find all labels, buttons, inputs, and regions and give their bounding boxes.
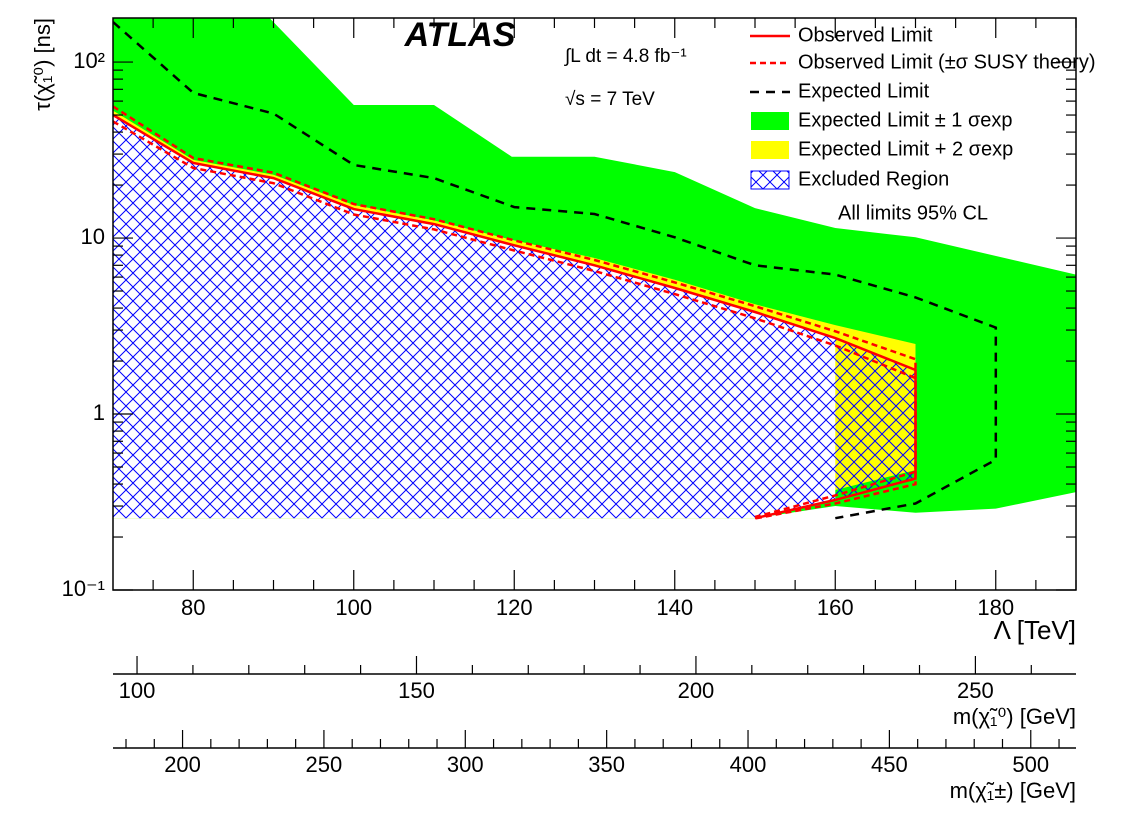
limit-line [113, 21, 998, 520]
legend-label: Expected Limit + 2 σexp [798, 138, 1013, 160]
legend-label: Observed Limit (±σ SUSY theory) [798, 51, 1096, 73]
luminosity-label: ∫L dt = 4.8 fb⁻¹ [564, 46, 687, 67]
secondary-tick-label: 300 [447, 752, 484, 777]
secondary-tick-label: 350 [588, 752, 625, 777]
energy-label: √s = 7 TeV [565, 89, 655, 110]
x-tick-label: 140 [656, 595, 693, 620]
y-tick-label: 1 [93, 400, 105, 425]
legend-swatch [750, 170, 790, 190]
secondary-tick-label: 400 [730, 752, 767, 777]
secondary-tick-label: 150 [398, 678, 435, 703]
secondary-axis-title: m(χ̃₁⁰) [GeV] [953, 704, 1076, 729]
y-tick-label: 10 [81, 224, 105, 249]
secondary-tick-label: 200 [164, 752, 201, 777]
excluded-region [113, 115, 916, 519]
secondary-tick-label: 200 [678, 678, 715, 703]
plot-area [113, 18, 1076, 520]
legend-label: Expected Limit [798, 80, 930, 102]
secondary-tick-label: 250 [306, 752, 343, 777]
legend-swatch [751, 141, 789, 159]
secondary-tick-label: 500 [1012, 752, 1049, 777]
x-tick-label: 100 [335, 595, 372, 620]
legend-label: Excluded Region [798, 168, 949, 190]
x-tick-label: 160 [817, 595, 854, 620]
secondary-axis-title: m(χ̃₁±) [GeV] [950, 778, 1076, 803]
secondary-tick-label: 250 [957, 678, 994, 703]
secondary-tick-label: 450 [871, 752, 908, 777]
y-tick-label: 10² [73, 48, 105, 73]
legend-swatch [751, 112, 789, 130]
experiment-label: ATLAS [404, 16, 516, 54]
y-tick-label: 10⁻¹ [62, 576, 105, 601]
legend-label: Observed Limit [798, 24, 933, 46]
limit-line [113, 113, 917, 520]
secondary-tick-label: 100 [119, 678, 156, 703]
x-tick-label: 80 [181, 595, 205, 620]
y-axis-title: τ(χ̃₁⁰) [ns] [30, 18, 55, 111]
cl-label: All limits 95% CL [838, 202, 988, 224]
x-tick-label: 180 [977, 595, 1014, 620]
x-tick-label: 120 [496, 595, 533, 620]
legend-label: Expected Limit ± 1 σexp [798, 109, 1013, 131]
x-axis-title: Λ [TeV] [994, 615, 1076, 645]
